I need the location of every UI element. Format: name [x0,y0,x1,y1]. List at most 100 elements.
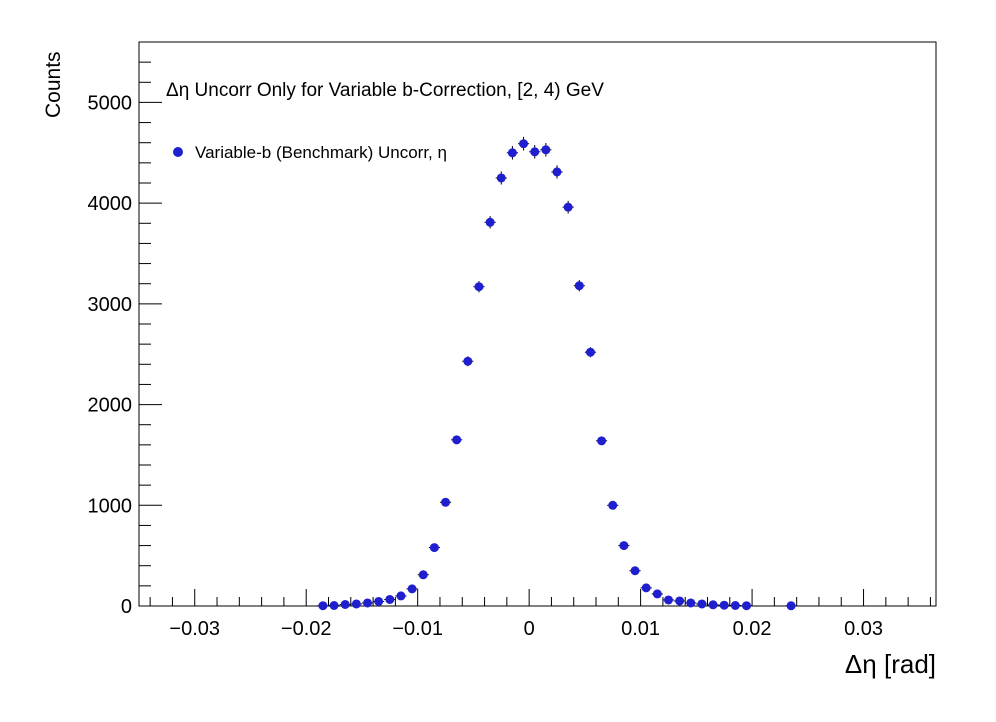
data-point [395,591,407,601]
legend-marker [173,147,183,157]
data-point [462,356,474,367]
data-point [529,145,541,159]
data-point [562,200,574,214]
point-marker [530,147,540,157]
point-marker [786,601,796,611]
data-point [350,599,362,609]
point-marker [541,145,551,155]
chart-title: Δη Uncorr Only for Variable b-Correction… [166,80,604,101]
data-series [317,136,797,611]
point-marker [608,500,618,510]
point-marker [641,583,651,593]
data-point [417,570,429,580]
data-point [373,596,385,606]
point-marker [686,598,696,608]
data-point [451,435,463,445]
point-marker [507,148,517,158]
point-marker [407,584,417,594]
x-axis-title: Δη [rad] [845,649,936,679]
point-marker [630,566,640,576]
x-tick-label: 0.03 [844,618,883,640]
point-marker [318,601,328,611]
y-tick-label: 0 [121,596,132,618]
point-marker [441,497,451,507]
point-marker [463,356,473,366]
data-point [339,599,351,609]
point-marker [385,594,395,604]
point-marker [351,599,361,609]
point-marker [708,600,718,610]
data-point [662,595,675,605]
data-point [506,146,518,160]
point-marker [519,139,529,149]
data-point [495,171,507,185]
point-marker [363,598,373,608]
point-marker [429,543,439,553]
data-point [596,436,608,446]
data-point [629,566,641,576]
data-point [618,541,630,551]
data-point [584,347,597,358]
x-tick-label: 0.01 [621,618,660,640]
data-point [406,584,418,594]
point-marker [652,589,662,599]
y-tick-label: 1000 [88,495,133,517]
y-axis-tick-labels: 0 1000 2000 3000 4000 5000 [88,92,133,618]
x-tick-label: −0.03 [169,618,220,640]
point-marker [675,596,685,606]
data-point [718,600,730,610]
data-point [640,583,652,593]
data-point [517,136,530,151]
data-point [729,600,741,610]
legend-label: Variable-b (Benchmark) Uncorr, η [195,143,447,162]
x-tick-label: −0.02 [281,618,332,640]
point-marker [742,601,752,611]
data-point [473,281,485,293]
point-marker [663,595,673,605]
point-marker [374,596,384,606]
y-tick-label: 4000 [88,193,133,215]
point-marker [619,541,629,551]
data-point [685,598,697,608]
data-point [740,601,753,611]
point-marker [418,570,428,580]
point-marker [485,217,495,227]
y-tick-label: 2000 [88,395,133,417]
data-point [328,600,340,610]
point-marker [597,436,607,446]
y-axis-ticks [139,41,162,607]
data-point [439,497,452,507]
point-marker [719,600,729,610]
point-marker [697,599,707,609]
data-point [696,599,708,609]
y-tick-label: 3000 [88,294,133,316]
y-tick-label: 5000 [88,92,133,114]
data-point [540,142,552,157]
point-marker [496,173,506,183]
data-point [674,596,686,606]
data-point [317,601,329,611]
x-tick-label: 0.02 [733,618,772,640]
point-marker [340,599,350,609]
x-tick-label: 0 [524,618,535,640]
point-marker [574,281,584,291]
plot-frame [138,41,937,607]
data-point [361,598,374,608]
point-marker [552,167,562,177]
x-tick-label: −0.01 [392,618,443,640]
x-axis-ticks [149,589,931,606]
data-point [428,543,440,553]
point-marker [329,600,339,610]
data-point [384,594,396,604]
data-point [785,601,797,611]
data-point [607,500,619,510]
point-marker [396,591,406,601]
point-marker [563,202,573,212]
point-marker [585,347,595,357]
point-marker [730,600,740,610]
data-point [484,216,496,229]
x-axis-tick-labels: −0.03 −0.02 −0.01 0 0.01 0.02 0.03 [169,618,883,640]
data-point [707,600,719,610]
point-marker [474,282,484,292]
